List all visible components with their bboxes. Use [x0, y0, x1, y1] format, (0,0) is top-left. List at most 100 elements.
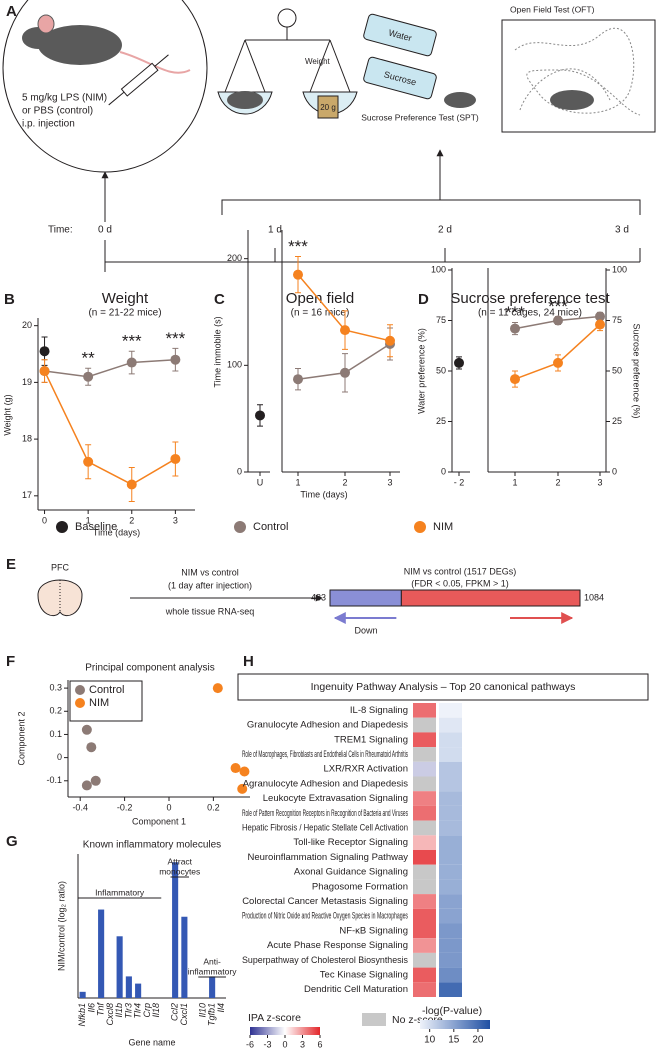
zscore-cell — [413, 864, 436, 880]
row-label: Tec Kinase Signaling — [320, 969, 408, 980]
x-tick-label: 2 — [342, 477, 347, 487]
bottle-icons — [363, 13, 476, 108]
data-point — [39, 366, 50, 377]
data-point — [553, 315, 563, 326]
x-tick-label: Tgfb1 — [207, 1003, 217, 1026]
legend-swatch — [56, 521, 68, 533]
y-axis-label: Component 2 — [16, 711, 26, 765]
row-label: Superpathway of Cholesterol Biosynthesis — [242, 955, 408, 966]
x-axis-label: Gene name — [128, 1037, 175, 1047]
group-label: Attract — [167, 856, 192, 866]
data-point — [83, 371, 94, 382]
data-point — [340, 367, 350, 378]
colorbar-tick-label: 10 — [424, 1035, 436, 1046]
series-line — [44, 358, 176, 378]
y-axis-label: Time immobile (s) — [212, 316, 222, 387]
x-tick-label: - 2 — [454, 477, 465, 487]
injection-text: i.p. injection — [22, 119, 75, 130]
legend-swatch — [75, 698, 85, 708]
zscore-cell — [413, 923, 436, 939]
pvalue-cell — [439, 894, 462, 909]
significance: *** — [548, 297, 568, 316]
data-point — [81, 780, 92, 791]
row-label: Production of Nitric Oxide and Reactive … — [242, 911, 408, 922]
region-label: PFC — [51, 562, 70, 572]
y-axis-label: Weight (g) — [2, 394, 12, 435]
x-tick-label: 1 — [295, 477, 300, 487]
row-label: TREM1 Signaling — [334, 734, 408, 745]
pvalue-cell — [439, 820, 462, 836]
chart-title: Open field — [286, 290, 354, 307]
y-tick-label: 18 — [22, 433, 32, 443]
group-label: inflammatory — [188, 966, 237, 976]
up-bar — [400, 589, 581, 607]
row-label: LXR/RXR Activation — [324, 764, 408, 775]
chart-subtitle: (n = 16 mice) — [291, 308, 350, 319]
up-count: 1084 — [584, 592, 604, 602]
y-tick-label: 19 — [22, 377, 32, 387]
row-label: NF-κB Signaling — [339, 925, 408, 936]
y2-tick-label: 50 — [612, 365, 622, 375]
data-point — [293, 374, 303, 385]
data-point — [255, 410, 265, 421]
bar — [116, 936, 123, 998]
timepoint: 0 d — [98, 225, 112, 236]
pvalue-cell — [439, 967, 462, 983]
row-label: IL-8 Signaling — [350, 705, 408, 716]
zscore-cell — [413, 761, 436, 777]
data-point — [595, 311, 605, 322]
pvalue-cell — [439, 850, 462, 865]
chart-title: Principal component analysis — [85, 663, 215, 674]
panel-e: E PFC NIM vs control (1 day after inject… — [6, 556, 604, 635]
data-point — [126, 479, 137, 490]
zscore-cell — [413, 850, 436, 865]
data-point — [170, 453, 181, 464]
zscore-cell — [413, 747, 436, 762]
x-tick-label: Il6 — [86, 1003, 96, 1013]
y-tick-label: 200 — [227, 253, 242, 263]
panel-label: E — [6, 556, 16, 573]
timepoint: 2 d — [438, 225, 452, 236]
syringe-icon — [108, 54, 169, 106]
x-tick-label: 2 — [555, 477, 560, 487]
oft-box — [501, 19, 656, 133]
data-point — [340, 325, 350, 336]
panel-label: G — [6, 833, 18, 850]
colorbar-tick-label: 6 — [317, 1039, 322, 1049]
x-tick-label: 0.2 — [207, 802, 220, 812]
y2-tick-label: 100 — [612, 264, 627, 274]
x-tick-label: Crp — [142, 1003, 152, 1018]
mouse-icon — [22, 14, 191, 74]
colorbar — [420, 1020, 490, 1029]
chart-subtitle: (n = 21-22 mice) — [88, 308, 161, 319]
colorbar-tick-label: 15 — [448, 1035, 460, 1046]
data-point — [239, 766, 250, 777]
pvalue-cell — [439, 732, 462, 748]
bar — [79, 991, 86, 998]
bar — [98, 909, 105, 998]
zscore-cell — [413, 835, 436, 850]
x-tick-label: Tnf — [96, 1002, 106, 1017]
data-point — [553, 357, 563, 368]
zscore-cell — [413, 908, 436, 924]
x-axis-label: Time (days) — [300, 489, 347, 499]
group-label: Anti- — [203, 956, 221, 966]
x-tick-label: -0.4 — [72, 802, 88, 812]
oft-track — [514, 27, 641, 116]
bar — [172, 862, 179, 998]
y-tick-label: 50 — [436, 365, 446, 375]
y-tick-label: 25 — [436, 416, 446, 426]
y-tick-label: 17 — [22, 490, 32, 500]
y-tick-label: 0 — [441, 466, 446, 476]
x-tick-label: Il18 — [151, 1003, 161, 1018]
colorbar-title: IPA z-score — [248, 1012, 301, 1024]
brain-icon — [37, 579, 83, 617]
chart-title: Sucrose preference test — [450, 290, 610, 307]
row-label: Agranulocyte Adhesion and Diapedesis — [243, 778, 409, 789]
pvalue-cell — [439, 938, 462, 953]
panel-label: B — [4, 291, 15, 308]
colorbar-title: -log(P-value) — [422, 1005, 482, 1017]
row-label: Role of Macrophages, Fibroblasts and End… — [242, 749, 408, 760]
x-tick-label: Cxcl1 — [179, 1003, 189, 1026]
